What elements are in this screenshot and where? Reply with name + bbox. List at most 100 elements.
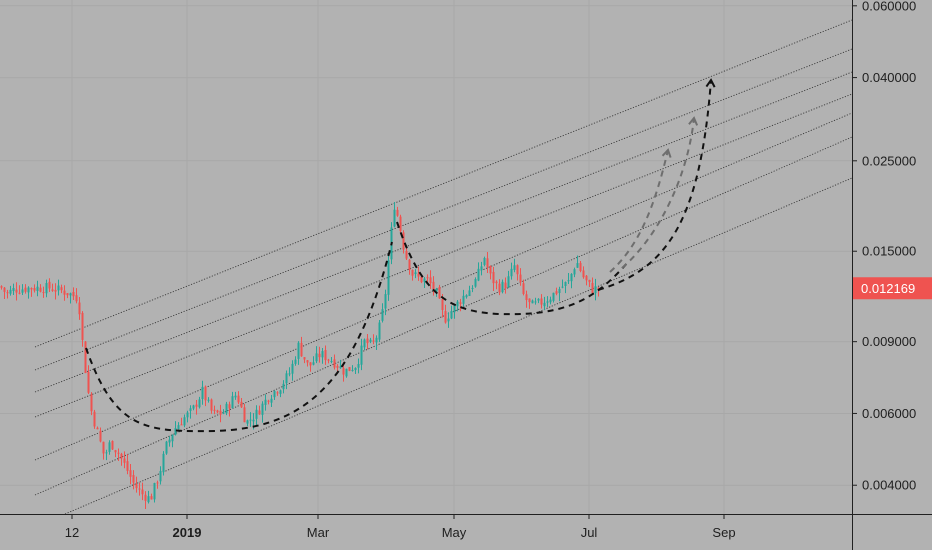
candle-body (207, 399, 210, 401)
candle-body (174, 428, 177, 435)
candle-body (594, 286, 597, 294)
candle-body (426, 277, 429, 279)
candle-body (276, 392, 279, 394)
candle-body (453, 304, 456, 313)
candle-body (441, 299, 444, 311)
candle-body (354, 367, 357, 371)
channel-line (34, 136, 853, 496)
candle-body (144, 494, 147, 501)
candle-body (45, 283, 48, 294)
candle-body (375, 337, 378, 343)
candle-body (168, 439, 171, 443)
candle-body (327, 359, 330, 361)
candle-body (411, 269, 414, 276)
candle-body (219, 410, 222, 415)
candle-body (243, 407, 246, 423)
candle-body (423, 278, 426, 282)
candle-body (444, 311, 447, 323)
candle-body (273, 391, 276, 398)
candle-body (27, 287, 30, 293)
candle-body (489, 266, 492, 274)
candle-body (213, 409, 216, 411)
candle-body (399, 216, 402, 232)
candle-body (360, 345, 363, 365)
candle-body (165, 441, 168, 454)
candle-body (465, 295, 468, 298)
candle-body (0, 286, 3, 288)
channel-line (34, 48, 853, 371)
candle-body (189, 408, 192, 411)
candle-body (549, 299, 552, 303)
time-axis-label: Sep (712, 525, 735, 540)
candle-body (234, 395, 237, 398)
candle-body (81, 312, 84, 340)
candle-body (396, 209, 399, 216)
candle-body (6, 292, 9, 294)
time-axis[interactable]: 12 2019 Mar May Jul Sep (0, 514, 932, 540)
candle-body (231, 396, 234, 409)
candle-body (186, 412, 189, 418)
time-axis-label: Mar (307, 525, 330, 540)
rounding-bottom-arc (396, 221, 629, 316)
candle-body (552, 292, 555, 301)
candle-body (480, 266, 483, 271)
time-axis-label: May (442, 525, 467, 540)
candle-body (573, 269, 576, 275)
channel-line (34, 93, 853, 418)
candle-body (393, 209, 396, 227)
candle-body (366, 338, 369, 344)
candle-body (471, 287, 474, 289)
price-axis-label: 0.009000 (862, 334, 916, 349)
candle-body (39, 287, 42, 292)
candle-body (468, 290, 471, 297)
candle-body (483, 257, 486, 265)
rounding-bottom-arc (85, 241, 393, 433)
candle-body (84, 341, 87, 374)
candle-body (105, 452, 108, 454)
candle-body (591, 282, 594, 294)
candle-body (72, 292, 75, 297)
candle-body (147, 496, 150, 503)
candle-body (285, 373, 288, 384)
candle-body (132, 475, 135, 483)
candle-body (228, 404, 231, 409)
candle-body (372, 340, 375, 342)
candle-body (561, 286, 564, 288)
candle-body (102, 441, 105, 454)
candle-body (222, 412, 225, 414)
candle-body (9, 289, 12, 294)
candle-body (249, 419, 252, 421)
candle-body (30, 288, 33, 290)
time-axis-label: 2019 (173, 525, 202, 540)
candle-body (564, 282, 567, 287)
candle-body (126, 461, 129, 471)
price-axis[interactable]: 0.060000 0.040000 0.025000 0.015000 0.009000… (852, 0, 916, 550)
candle-body (528, 298, 531, 303)
candle-body (414, 272, 417, 275)
candle-body (96, 427, 99, 430)
candle-body (345, 368, 348, 377)
candle-body (297, 342, 300, 359)
candle-body (171, 434, 174, 442)
candle-body (585, 275, 588, 281)
candle-body (420, 276, 423, 283)
price-axis-label: 0.015000 (862, 244, 916, 259)
candle-body (438, 286, 441, 299)
candle-body (570, 273, 573, 282)
candle-body (432, 281, 435, 290)
candle-body (69, 293, 72, 296)
candle-body (588, 279, 591, 283)
candle-body (291, 363, 294, 374)
candle-body (342, 368, 345, 375)
candle-body (504, 282, 507, 288)
candle-body (300, 342, 303, 357)
candle-body (381, 309, 384, 321)
candle-body (54, 289, 57, 292)
candle-body (450, 310, 453, 319)
candle-body (252, 419, 255, 422)
candlestick-series (0, 201, 600, 509)
channel-line (34, 71, 853, 393)
candle-body (180, 424, 183, 426)
candle-body (93, 411, 96, 427)
candle-body (309, 362, 312, 366)
